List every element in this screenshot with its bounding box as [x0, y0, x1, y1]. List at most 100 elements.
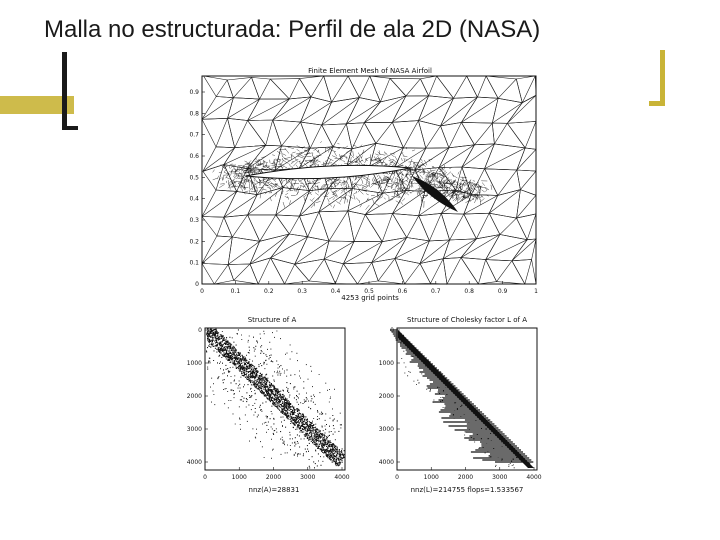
- matrix-a-y-tick-label: 4000: [187, 459, 202, 466]
- cholesky-x-tick-label: 3000: [492, 474, 507, 481]
- mesh-triangle-pair: [506, 121, 537, 150]
- mesh-triangle-pair: [511, 238, 537, 262]
- mesh-triangle-pair: [442, 238, 477, 260]
- matrix-a-y-tick-label: 1000: [187, 360, 202, 367]
- mesh-triangle-pair: [484, 168, 521, 196]
- mesh-plot-frame: [201, 75, 537, 285]
- cholesky-x-ticks: 0 1000 2000 3000 4000: [395, 467, 542, 481]
- mesh-y-tick-label: 0.9: [189, 89, 199, 96]
- mesh-triangle-pair: [342, 241, 384, 265]
- mesh-triangle-pair: [438, 144, 475, 169]
- mesh-triangle-pair: [345, 97, 382, 125]
- mesh-triangle-pair: [417, 120, 450, 149]
- matrix-a-y-ticks: 0 1000 2000 3000 4000: [187, 327, 208, 466]
- mesh-x-tick-label: 0.4: [331, 288, 341, 295]
- mesh-triangle-pair: [460, 122, 495, 146]
- cholesky-plot: Structure of Cholesky factor L of A 0 100…: [379, 316, 542, 494]
- matrix-a-x-tick-label: 1000: [232, 474, 247, 481]
- matrix-a-title: Structure of A: [248, 316, 297, 324]
- matrix-a-frame: [204, 327, 346, 471]
- mesh-triangle-pair: [226, 77, 260, 100]
- mesh-triangle-pair: [201, 235, 234, 265]
- matrix-a-y-tick-label: 0: [198, 327, 202, 334]
- mesh-triangle-pair: [275, 214, 309, 238]
- mesh-x-tick-label: 0.2: [264, 288, 274, 295]
- mesh-triangle-pair: [223, 214, 261, 242]
- mesh-triangle-pair: [418, 213, 451, 242]
- mesh-triangle-pair: [201, 96, 235, 120]
- mesh-triangle-pair: [463, 194, 499, 215]
- mesh-triangle-pair: [249, 257, 286, 285]
- mesh-triangle-pair: [516, 147, 537, 172]
- cholesky-diagonal-band: [398, 330, 534, 468]
- mesh-x-ticks: 0 0.1 0.2 0.3 0.4 0.5 0.6 0.7 0.8 0.9 1: [200, 281, 538, 295]
- airfoil-flap-element: [412, 176, 458, 212]
- mesh-y-tick-label: 0.5: [189, 174, 199, 181]
- matrix-a-x-tick-label: 0: [203, 474, 207, 481]
- matrix-a-sparsity: [206, 328, 345, 469]
- cholesky-xlabel: nnz(L)=214755 flops=1.533567: [411, 486, 524, 494]
- mesh-triangle-pair: [463, 212, 501, 240]
- mesh-lines: [201, 75, 537, 285]
- mesh-triangle-pair: [275, 187, 311, 217]
- mesh-triangle-pair: [269, 78, 312, 100]
- mesh-triangle-pair: [466, 75, 499, 99]
- cholesky-x-tick-label: 0: [395, 474, 399, 481]
- mesh-y-tick-label: 0.8: [189, 110, 199, 117]
- mesh-triangle-pair: [202, 146, 236, 172]
- left-bracket-horizontal: [62, 126, 78, 130]
- mesh-triangle-pair: [201, 117, 236, 149]
- mesh-triangle-pair: [227, 263, 259, 285]
- mesh-y-tick-label: 0.6: [189, 153, 199, 160]
- matrix-a-y-tick-label: 2000: [187, 393, 202, 400]
- mesh-triangle-pair: [363, 121, 404, 149]
- mesh-triangle-pair: [270, 257, 310, 285]
- mesh-y-tick-label: 0.2: [189, 238, 199, 245]
- mesh-y-tick-label: 0.7: [189, 132, 199, 139]
- mesh-triangle-pair: [485, 259, 526, 285]
- mesh-triangle-pair: [436, 75, 478, 99]
- right-bracket-horizontal: [649, 101, 665, 106]
- mesh-triangle-pair: [515, 75, 537, 104]
- mesh-x-tick-label: 0.6: [398, 288, 408, 295]
- right-bracket-vertical: [660, 50, 665, 106]
- mesh-triangle-pair: [419, 75, 455, 99]
- mesh-triangle-pair: [347, 188, 384, 215]
- cholesky-y-tick-label: 4000: [379, 459, 394, 466]
- mesh-x-tick-label: 0.1: [231, 288, 241, 295]
- mesh-triangle-pair: [223, 191, 258, 219]
- mesh-x-tick-label: 0.5: [364, 288, 374, 295]
- mesh-triangle-pair: [227, 117, 267, 149]
- mesh-triangle-pair: [516, 189, 537, 220]
- matrix-a-x-tick-label: 2000: [266, 474, 281, 481]
- cholesky-x-tick-label: 2000: [458, 474, 473, 481]
- mesh-triangle-pair: [323, 258, 359, 285]
- mesh-triangle-pair: [347, 75, 381, 103]
- mesh-triangle-pair: [389, 77, 430, 97]
- mesh-triangle-pair: [299, 188, 330, 217]
- mesh-triangle-pair: [371, 237, 407, 263]
- slide-title: Malla no estructurada: Perfil de ala 2D …: [44, 16, 541, 43]
- mesh-triangle-pair: [300, 121, 334, 149]
- mesh-triangle-pair: [419, 258, 448, 285]
- matrix-a-nonzeros: [206, 328, 345, 469]
- matrix-a-x-tick-label: 3000: [300, 474, 315, 481]
- mesh-triangle-pair: [369, 75, 407, 103]
- mesh-triangle-pair: [299, 96, 333, 126]
- mesh-triangle-pair: [272, 96, 312, 123]
- mesh-triangle-pair: [251, 77, 290, 100]
- cholesky-y-ticks: 0 1000 2000 3000 4000: [379, 327, 400, 466]
- left-bracket-vertical: [62, 52, 67, 130]
- matrix-a-y-tick-label: 3000: [187, 426, 202, 433]
- mesh-triangle-pair: [247, 214, 290, 242]
- mesh-triangle-pair: [440, 96, 479, 127]
- mesh-triangle-pair: [440, 122, 475, 149]
- mesh-triangle-pair: [417, 95, 455, 127]
- cholesky-title: Structure of Cholesky factor L of A: [407, 316, 527, 324]
- matrix-a-plot: Structure of A 0 1000 2000 3000 4000 0 1000 20…: [187, 316, 350, 494]
- mesh-triangle-pair: [272, 119, 311, 149]
- mesh-triangle-pair: [298, 211, 330, 242]
- mesh-plot-title: Finite Element Mesh of NASA Airfoil: [308, 67, 432, 75]
- mesh-triangle-pair: [201, 189, 238, 218]
